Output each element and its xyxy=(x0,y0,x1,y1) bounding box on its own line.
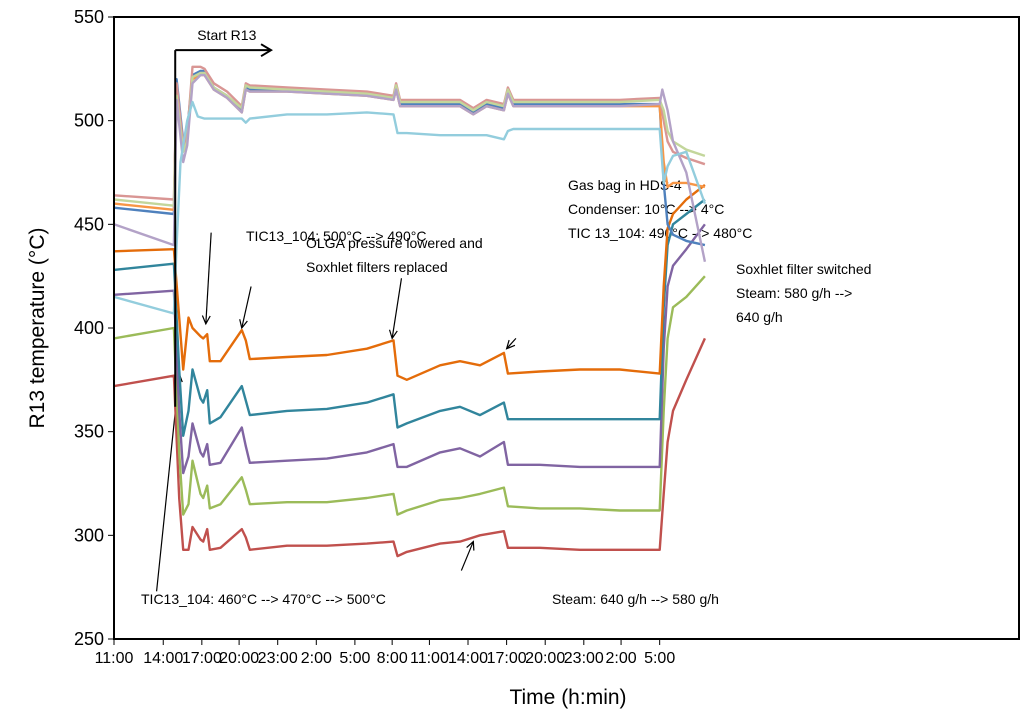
annotation-text: TIC13_104: 460°C --> 470°C --> 500°C xyxy=(141,591,386,607)
annotation-text: Gas bag in HDS-4 xyxy=(568,177,682,193)
series-layer xyxy=(113,65,707,558)
x-tick-label: 20:00 xyxy=(219,650,259,667)
y-axis-title: R13 temperature (°C) xyxy=(26,228,49,429)
x-tick-label: 17:00 xyxy=(487,650,527,667)
y-tick-label: 300 xyxy=(74,525,104,545)
x-tick-label: 23:00 xyxy=(258,650,298,667)
annotation-text: 640 g/h xyxy=(736,309,783,325)
annotation-arrowhead xyxy=(466,540,475,551)
series-line-11 xyxy=(113,100,707,315)
y-axis-ticks: 250 300 350 400 450 500 550 xyxy=(74,7,114,649)
series-line-10 xyxy=(113,73,707,262)
series-line-3 xyxy=(113,223,706,475)
annotation-arrowhead xyxy=(388,329,398,340)
y-tick-label: 550 xyxy=(74,7,104,27)
plot-area-border xyxy=(113,16,1020,640)
x-tick-label: 20:00 xyxy=(525,650,565,667)
annotation-text: Soxhlet filter switched xyxy=(736,261,871,277)
series-line-1 xyxy=(113,337,706,558)
x-tick-label: 14:00 xyxy=(448,650,488,667)
x-tick-label: 11:00 xyxy=(95,650,134,667)
annotation-text: Condenser: 10°C --> 4°C xyxy=(568,201,724,217)
y-tick-label: 450 xyxy=(74,214,104,234)
x-tick-label: 2:00 xyxy=(605,650,636,667)
x-tick-label: 14:00 xyxy=(143,650,183,667)
annotation-text: TIC13_104: 500°C --> 490°C xyxy=(246,228,426,244)
x-tick-label: 8:00 xyxy=(377,650,408,667)
series-line-5 xyxy=(113,183,706,381)
x-tick-label: 11:00 xyxy=(410,650,449,667)
x-axis-title: Time (h:min) xyxy=(509,686,626,709)
start-marker-arrowhead xyxy=(260,43,273,58)
annotation-arrow xyxy=(241,286,252,329)
series-line-9 xyxy=(113,71,706,207)
series-line-8 xyxy=(113,65,706,201)
annotation-arrow xyxy=(506,337,517,350)
annotation-text: Steam: 580 g/h --> xyxy=(736,285,852,301)
start-marker-label: Start R13 xyxy=(197,27,256,43)
annotation-arrow xyxy=(460,541,474,571)
annotation-text: TIC 13_104: 490°C --> 480°C xyxy=(568,225,752,241)
x-tick-label: 23:00 xyxy=(564,650,604,667)
y-tick-label: 250 xyxy=(74,629,104,649)
annotation-text: Steam: 640 g/h --> 580 g/h xyxy=(552,591,719,607)
annotation-text: OLGA pressure lowered and xyxy=(306,235,483,251)
x-tick-label: 5:00 xyxy=(339,650,370,667)
annotation-text: Soxhlet filters replaced xyxy=(306,259,448,275)
start-marker: Start R13 xyxy=(174,27,273,407)
annotation-arrow xyxy=(391,278,403,339)
series-line-2 xyxy=(113,275,706,516)
annotation-arrow xyxy=(205,232,212,324)
x-tick-label: 17:00 xyxy=(182,650,222,667)
y-tick-label: 350 xyxy=(74,422,104,442)
series-line-4 xyxy=(113,198,706,437)
x-tick-label: 2:00 xyxy=(301,650,332,667)
y-tick-label: 500 xyxy=(74,111,104,131)
annotation-arrowhead xyxy=(201,315,211,326)
y-tick-label: 400 xyxy=(74,318,104,338)
x-tick-label: 5:00 xyxy=(644,650,675,667)
series-line-6 xyxy=(113,69,706,247)
annotation-arrowhead xyxy=(505,339,516,350)
annotation-arrowhead xyxy=(239,319,248,330)
